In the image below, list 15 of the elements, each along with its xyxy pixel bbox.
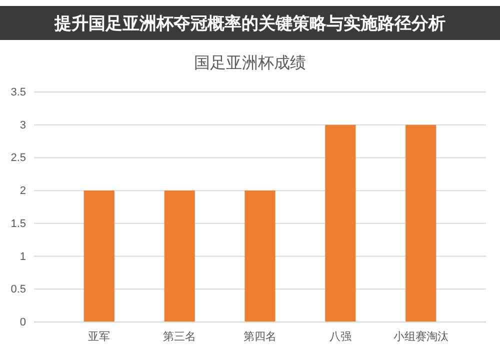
x-tick-label: 亚军: [88, 330, 110, 343]
y-tick-label: 2: [20, 185, 26, 198]
chart-title: 国足亚洲杯成绩: [194, 53, 306, 72]
y-tick-label: 0.5: [10, 284, 26, 296]
y-tick-label: 2.5: [10, 152, 26, 164]
y-tick-label: 1: [20, 250, 26, 263]
x-tick-label: 八强: [329, 330, 352, 343]
x-tick-label: 第三名: [163, 330, 196, 343]
x-tick-label: 第四名: [244, 330, 276, 343]
y-tick-label: 1.5: [10, 218, 26, 230]
y-tick-label: 3.5: [10, 86, 26, 99]
text: 提升国足亚洲杯夺冠概率的关键策略与实施路径分析: [54, 14, 446, 34]
y-tick-label: 0: [20, 316, 26, 329]
y-tick-label: 3: [20, 119, 26, 132]
x-tick-label: 小组赛淘汰: [393, 330, 448, 343]
